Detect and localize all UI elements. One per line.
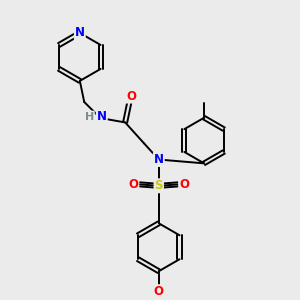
Text: O: O (126, 90, 136, 103)
Text: O: O (179, 178, 189, 191)
Text: H: H (85, 112, 94, 122)
Text: S: S (154, 179, 163, 192)
Text: N: N (75, 26, 85, 40)
Text: N: N (154, 153, 164, 166)
Text: O: O (128, 178, 138, 191)
Text: N: N (97, 110, 107, 123)
Text: O: O (154, 285, 164, 298)
